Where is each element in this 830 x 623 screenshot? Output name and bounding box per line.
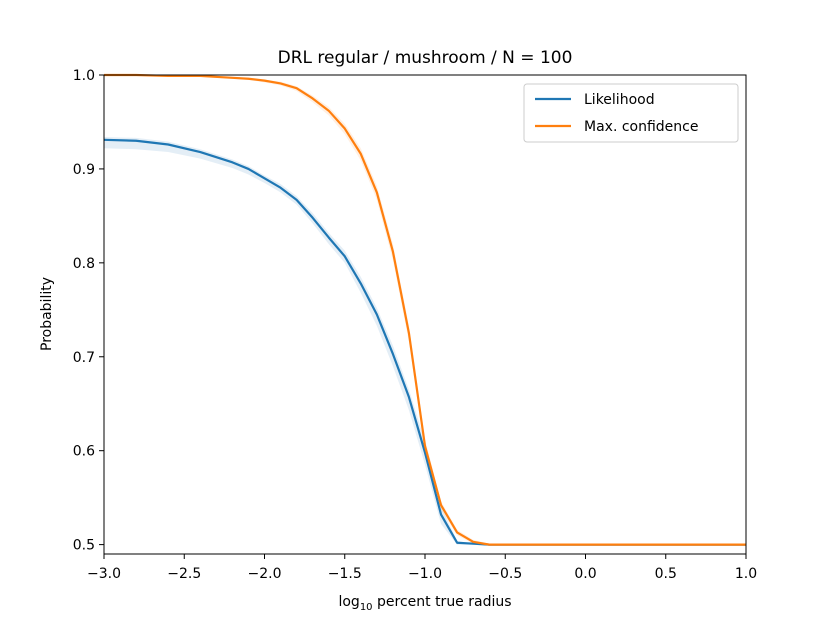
- series-lines: [103, 73, 746, 546]
- x-tick-label: 0.0: [574, 566, 596, 582]
- confidence-band-0: [104, 136, 746, 545]
- y-tick-label: 0.6: [73, 444, 95, 460]
- y-tick-label: 0.7: [73, 350, 95, 366]
- plot-area: [103, 73, 747, 555]
- x-axis-label: log10 percent true radius: [338, 594, 511, 613]
- legend: Likelihood Max. confidence: [523, 83, 739, 143]
- x-tick-label: 0.5: [655, 566, 677, 582]
- legend-box: [523, 83, 739, 143]
- chart-title: DRL regular / mushroom / N = 100: [278, 48, 573, 68]
- x-tick-label: −0.5: [488, 566, 522, 582]
- y-axis-label: Probability: [39, 277, 55, 351]
- legend-label-max-confidence: Max. confidence: [584, 119, 698, 135]
- x-tick-label: −1.5: [328, 566, 362, 582]
- x-tick-label: −2.0: [248, 566, 282, 582]
- x-tick-label: −2.5: [167, 566, 201, 582]
- x-axis: −3.0 −2.5 −2.0 −1.5 −1.0 −0.5 0.0 0.5 1.0: [87, 554, 757, 582]
- y-tick-label: 1.0: [73, 68, 95, 84]
- y-tick-label: 0.8: [73, 256, 95, 272]
- y-axis: 0.5 0.6 0.7 0.8 0.9 1.0: [73, 68, 104, 554]
- legend-label-likelihood: Likelihood: [584, 92, 655, 108]
- y-tick-label: 0.9: [73, 162, 95, 178]
- series-line-1: [104, 73, 746, 546]
- x-axis-label-suffix: percent true radius: [373, 594, 512, 610]
- x-tick-label: −3.0: [87, 566, 121, 582]
- x-axis-label-prefix: log: [338, 594, 359, 610]
- x-tick-label: −1.0: [408, 566, 442, 582]
- x-axis-label-subscript: 10: [360, 602, 373, 613]
- y-tick-label: 0.5: [73, 538, 95, 554]
- x-tick-label: 1.0: [735, 566, 757, 582]
